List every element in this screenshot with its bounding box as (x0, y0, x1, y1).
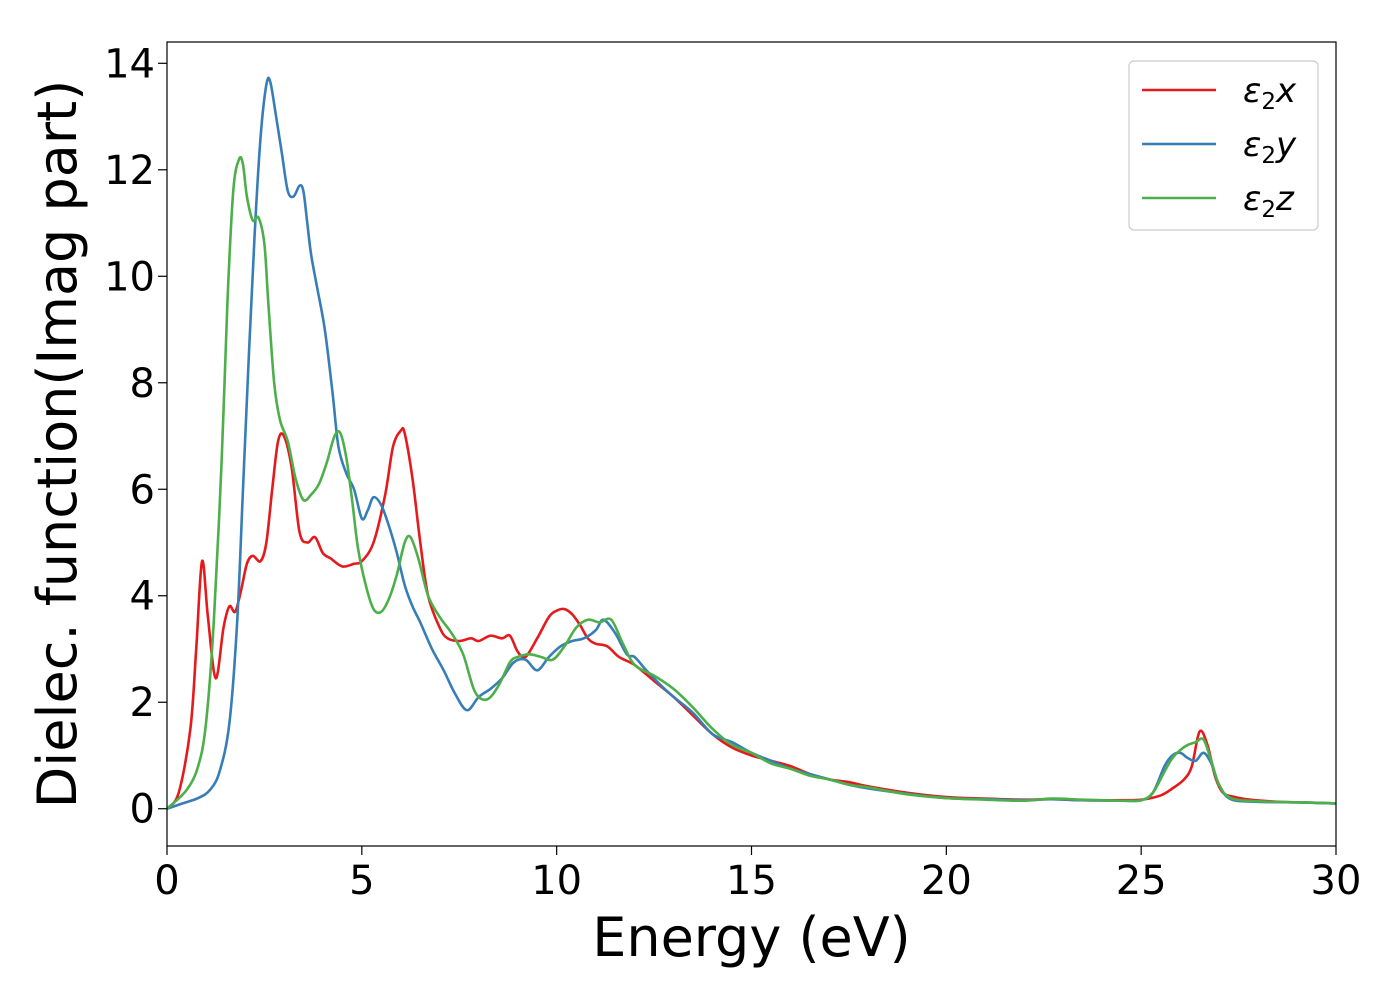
x-tick-label: 10 (531, 858, 582, 904)
legend-box (1128, 60, 1319, 231)
x-tick-label: 30 (1311, 858, 1362, 904)
y-tick-label: 2 (130, 680, 155, 726)
y-tick-label: 10 (104, 254, 155, 300)
legend-label: ε2y (1243, 125, 1297, 169)
x-tick-label: 25 (1116, 858, 1167, 904)
y-tick-label: 14 (104, 41, 155, 87)
y-tick-label: 8 (130, 361, 155, 407)
y-tick-label: 4 (130, 574, 155, 620)
y-tick-label: 12 (104, 148, 155, 194)
y-tick-label: 0 (130, 787, 155, 833)
series-line-z (167, 155, 1336, 810)
series-layer (167, 76, 1336, 810)
legend-item-z: ε2z (1142, 179, 1295, 223)
y-axis: 0 2 4 6 8 10 12 14 (104, 41, 167, 833)
legend-item-y: ε2y (1142, 125, 1297, 169)
y-tick-label: 6 (130, 467, 155, 513)
legend-item-x: ε2x (1142, 71, 1297, 115)
y-axis-title: Dielec. function(Imag part) (26, 80, 89, 809)
legend-label: ε2z (1243, 179, 1295, 223)
x-axis: 0 5 10 15 20 25 30 (154, 846, 1361, 904)
x-tick-label: 0 (154, 858, 179, 904)
x-tick-label: 20 (921, 858, 972, 904)
x-tick-label: 5 (349, 858, 374, 904)
x-tick-label: 15 (726, 858, 777, 904)
x-axis-title: Energy (eV) (592, 906, 911, 969)
legend-label: ε2x (1243, 71, 1297, 115)
legend: ε2x ε2y ε2z (1128, 60, 1319, 231)
